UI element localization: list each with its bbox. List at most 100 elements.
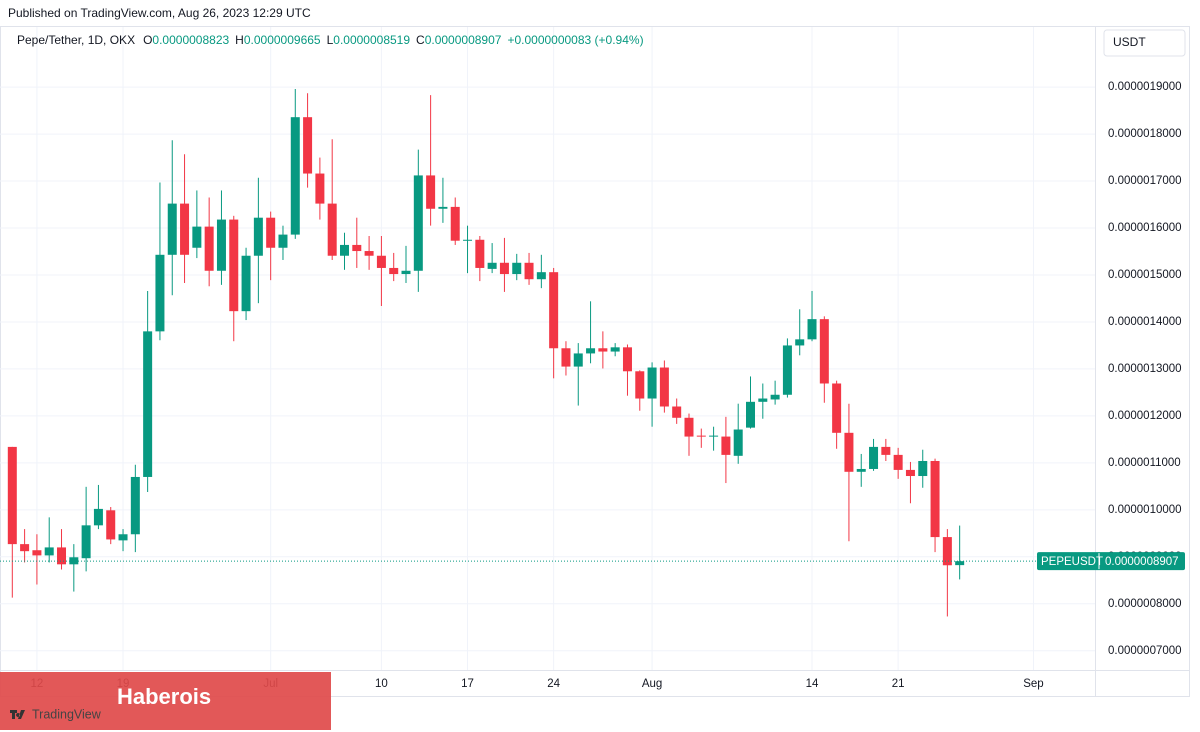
candle-body xyxy=(475,239,485,268)
candle-body xyxy=(622,347,632,372)
y-tick-label: 0.0000010000 xyxy=(1108,504,1182,516)
last-price-box xyxy=(1037,552,1185,571)
candle-body xyxy=(684,417,694,437)
overlay: USDT Pepe/Tether, 1D, OKX O0.0000008823 H0… xyxy=(0,29,1186,690)
candle-body xyxy=(844,432,854,472)
legend-value: 0.0000008519 xyxy=(333,33,410,47)
candle-body xyxy=(610,347,620,352)
y-tick-label: 0.0000015000 xyxy=(1108,269,1182,281)
x-tick-label: Aug xyxy=(642,678,662,690)
y-tick-label: 0.0000016000 xyxy=(1108,222,1182,234)
legend-change: +0.0000000083 (+0.94%) xyxy=(507,33,643,47)
candle-body xyxy=(266,217,276,248)
candle-body xyxy=(44,547,54,556)
watermark-text: Haberois xyxy=(117,684,211,709)
y-tick-label: 0.0000017000 xyxy=(1108,175,1182,187)
candle-body xyxy=(57,547,67,565)
legend-value: 0.0000008907 xyxy=(425,33,502,47)
candle-body xyxy=(450,206,460,241)
candle-body xyxy=(770,394,780,400)
candle-body xyxy=(696,435,706,437)
candle-body xyxy=(536,272,546,280)
candle-body xyxy=(881,446,891,455)
candle-body xyxy=(352,244,362,252)
candles xyxy=(7,88,965,617)
legend-symbol: Pepe/Tether, 1D, OKX xyxy=(17,33,135,47)
candle-body xyxy=(278,234,288,248)
candle-body xyxy=(905,469,915,477)
candle-body xyxy=(93,508,103,526)
candle-body xyxy=(499,262,509,275)
candle-body xyxy=(758,398,768,402)
x-tick-label: 24 xyxy=(547,678,560,690)
candle-body xyxy=(315,173,325,204)
candle-body xyxy=(106,510,116,540)
candle-body xyxy=(389,267,399,275)
candle-body xyxy=(204,226,214,271)
brand: TradingView xyxy=(32,707,102,721)
candle-body xyxy=(7,446,17,545)
candle-body xyxy=(795,339,805,346)
candle-body xyxy=(180,203,190,255)
candle-body xyxy=(942,537,952,566)
candle-body xyxy=(463,239,473,241)
y-tick-label: 0.0000008000 xyxy=(1108,598,1182,610)
candle-body xyxy=(290,117,300,235)
legend-key: C xyxy=(416,33,425,47)
legend-key: O xyxy=(143,33,152,47)
watermark-box xyxy=(0,672,331,730)
candle-body xyxy=(512,262,522,275)
candle-body xyxy=(216,219,226,271)
candle-body xyxy=(155,254,165,332)
candle-body xyxy=(81,525,91,559)
candle-body xyxy=(709,435,719,437)
candle-body xyxy=(573,353,583,367)
candle-body xyxy=(143,331,153,477)
candle-body xyxy=(20,544,30,552)
candle-body xyxy=(426,175,436,209)
y-tick-label: 0.0000012000 xyxy=(1108,410,1182,422)
candle-body xyxy=(832,383,842,433)
candle-body xyxy=(339,244,349,256)
candle-body xyxy=(635,371,645,399)
x-tick-label: Sep xyxy=(1023,678,1043,690)
candle-body xyxy=(586,348,596,354)
y-tick-label: 0.0000018000 xyxy=(1108,128,1182,140)
candle-body xyxy=(303,117,313,174)
candle-body xyxy=(364,251,374,256)
candle-body xyxy=(721,436,731,455)
candle-body xyxy=(167,203,177,255)
candle-body xyxy=(659,367,669,407)
candle-body xyxy=(856,468,866,472)
candle-body xyxy=(438,206,448,209)
x-tick-label: 10 xyxy=(375,678,388,690)
candle-body xyxy=(647,367,657,399)
y-tick-label: 0.0000007000 xyxy=(1108,645,1182,657)
last-price-symbol: PEPEUSDT xyxy=(1041,556,1103,568)
frame xyxy=(0,26,1190,697)
legend-key: H xyxy=(235,33,244,47)
candle-body xyxy=(782,345,792,395)
y-tick-label: 0.0000011000 xyxy=(1108,457,1181,469)
candle-body xyxy=(487,262,497,269)
currency-box[interactable] xyxy=(1103,29,1186,57)
candle-body xyxy=(807,319,817,340)
candle-body xyxy=(118,534,128,541)
grid xyxy=(0,27,1095,670)
candle-body xyxy=(401,270,411,275)
published-note: Published on TradingView.com, Aug 26, 20… xyxy=(8,6,311,20)
candle-body xyxy=(130,476,140,535)
candle-body xyxy=(819,319,829,384)
candle-body xyxy=(955,561,965,566)
legend-value: 0.0000009665 xyxy=(244,33,321,47)
candle-body xyxy=(32,550,42,556)
candle-body xyxy=(733,429,743,456)
candle-body xyxy=(869,446,879,469)
x-tick-label: 17 xyxy=(461,678,474,690)
candle-body xyxy=(561,348,571,367)
legend: Pepe/Tether, 1D, OKX O0.0000008823 H0.0000… xyxy=(17,33,644,47)
currency[interactable]: USDT xyxy=(1113,35,1146,49)
